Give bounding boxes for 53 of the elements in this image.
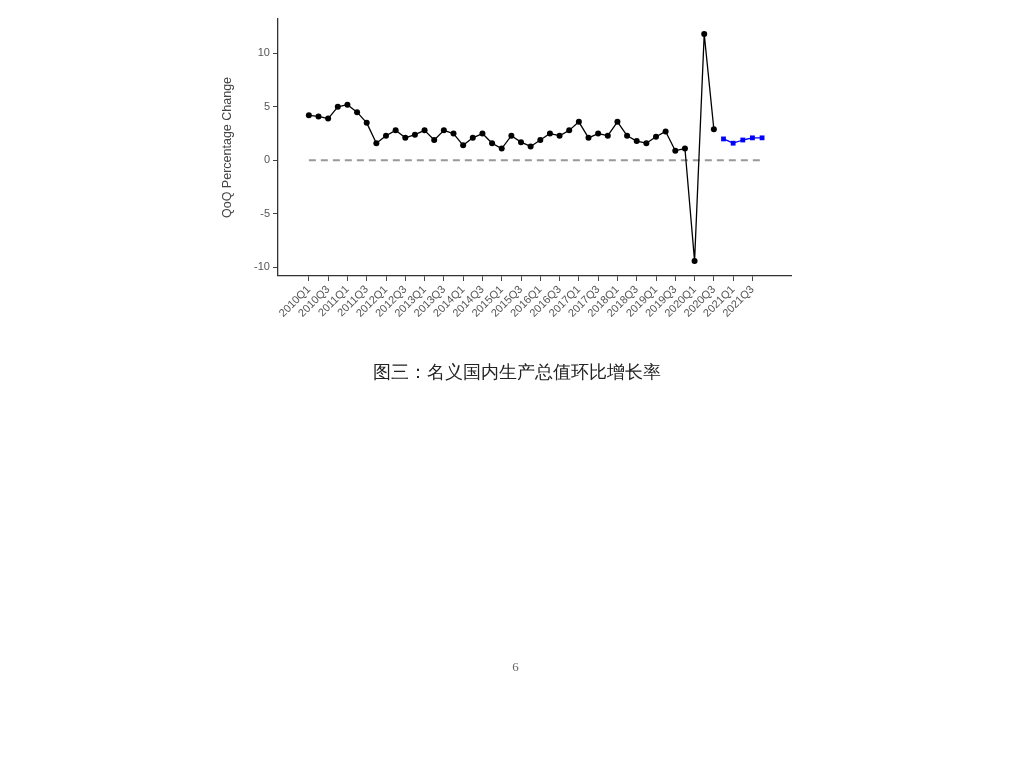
point	[354, 109, 361, 116]
point	[624, 132, 631, 139]
point	[730, 140, 736, 146]
point	[585, 134, 592, 141]
point	[479, 130, 486, 137]
point	[633, 138, 640, 145]
y-tick-label: 5	[263, 99, 270, 112]
point	[363, 119, 370, 126]
y-axis-title: QoQ Percentage Change	[219, 76, 234, 219]
point	[604, 132, 611, 139]
point	[518, 139, 524, 146]
point	[672, 147, 679, 154]
y-tick-label: -5	[260, 206, 270, 219]
point	[411, 131, 418, 138]
text: 图三：名义国内生产总值环比增长率	[372, 362, 661, 382]
point	[469, 134, 476, 141]
point	[325, 115, 332, 122]
point	[643, 140, 650, 147]
point	[450, 130, 457, 137]
point	[508, 132, 515, 139]
y-tick-label: 0	[263, 153, 270, 166]
point	[691, 258, 698, 264]
point	[460, 142, 467, 149]
point	[701, 30, 708, 37]
text: 6	[511, 659, 520, 675]
point	[681, 145, 688, 152]
point	[383, 132, 389, 139]
point	[498, 145, 505, 152]
point	[334, 103, 341, 110]
point	[392, 127, 399, 134]
point	[662, 128, 669, 135]
point	[315, 113, 322, 120]
point	[440, 127, 447, 134]
point	[431, 137, 438, 143]
point	[421, 127, 428, 134]
point	[373, 140, 380, 147]
point	[710, 126, 717, 133]
point	[653, 133, 659, 140]
point	[489, 140, 496, 147]
point	[537, 137, 544, 143]
point	[750, 135, 755, 141]
point	[527, 143, 534, 150]
point	[556, 132, 563, 139]
point	[546, 130, 553, 137]
point	[344, 101, 351, 108]
y-tick-label: -10	[254, 260, 270, 273]
point	[575, 118, 582, 125]
point	[595, 130, 602, 137]
point	[305, 112, 312, 119]
y-tick-label: 10	[257, 46, 270, 59]
point	[402, 134, 409, 141]
point	[566, 127, 573, 134]
point	[614, 118, 621, 125]
